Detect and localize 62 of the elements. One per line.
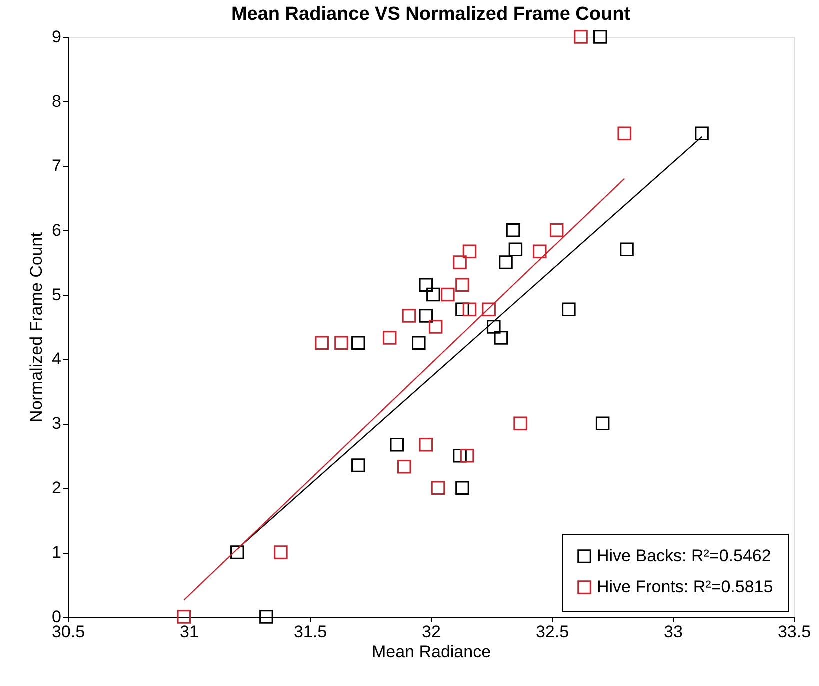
point bbox=[574, 30, 588, 44]
point bbox=[426, 288, 440, 302]
point bbox=[506, 223, 520, 238]
point bbox=[398, 460, 412, 474]
point bbox=[352, 336, 366, 350]
point bbox=[315, 336, 329, 350]
point bbox=[562, 302, 576, 316]
point bbox=[419, 438, 434, 452]
point bbox=[550, 223, 564, 238]
point bbox=[352, 458, 366, 472]
point bbox=[431, 481, 446, 495]
point bbox=[260, 610, 274, 624]
point bbox=[402, 309, 416, 323]
point bbox=[456, 481, 470, 495]
point bbox=[514, 416, 528, 431]
y-tick-label: 1 bbox=[52, 543, 62, 562]
point bbox=[382, 331, 397, 345]
chart-title: Mean Radiance VS Normalized Frame Count bbox=[231, 4, 632, 25]
point bbox=[453, 256, 467, 270]
x-tick-label: 31.5 bbox=[294, 622, 328, 642]
point bbox=[594, 30, 608, 44]
point bbox=[419, 309, 434, 323]
y-tick-label: 8 bbox=[52, 92, 62, 111]
point bbox=[460, 449, 474, 463]
point bbox=[494, 331, 508, 345]
point bbox=[390, 438, 404, 452]
point bbox=[230, 546, 244, 560]
x-tick-label: 32.5 bbox=[536, 622, 570, 642]
point bbox=[596, 416, 610, 431]
point bbox=[618, 126, 632, 141]
x-tick-label: 31 bbox=[180, 622, 199, 642]
legend-label: Hive Fronts: R²=0.5815 bbox=[597, 578, 774, 596]
x-tick-label: 33 bbox=[664, 622, 683, 642]
x-tick-label: 33.5 bbox=[778, 622, 812, 642]
point bbox=[508, 242, 523, 257]
point bbox=[412, 336, 426, 350]
y-axis-title: Normalized Frame Count bbox=[27, 232, 46, 422]
point bbox=[533, 244, 547, 258]
point bbox=[334, 336, 348, 350]
point bbox=[419, 278, 434, 292]
x-tick-label: 32 bbox=[422, 622, 441, 642]
legend-label: Hive Backs: R²=0.5462 bbox=[597, 546, 772, 566]
point bbox=[462, 244, 477, 258]
point bbox=[456, 278, 470, 292]
point bbox=[499, 256, 513, 270]
point bbox=[620, 242, 634, 257]
point bbox=[428, 320, 443, 334]
x-axis-title: Mean Radiance bbox=[372, 642, 492, 662]
y-tick-label: 4 bbox=[52, 350, 62, 369]
point bbox=[487, 320, 501, 334]
y-tick-label: 5 bbox=[52, 285, 62, 304]
y-tick-label: 2 bbox=[52, 478, 62, 498]
y-tick-label: 6 bbox=[52, 220, 62, 240]
point bbox=[462, 302, 477, 316]
y-tick-label: 9 bbox=[52, 28, 62, 46]
y-tick-label: 3 bbox=[52, 414, 62, 434]
point bbox=[274, 546, 288, 560]
point bbox=[482, 302, 496, 316]
y-tick-label: 7 bbox=[52, 156, 62, 176]
point bbox=[441, 288, 455, 302]
point bbox=[177, 610, 192, 624]
point bbox=[695, 126, 709, 141]
